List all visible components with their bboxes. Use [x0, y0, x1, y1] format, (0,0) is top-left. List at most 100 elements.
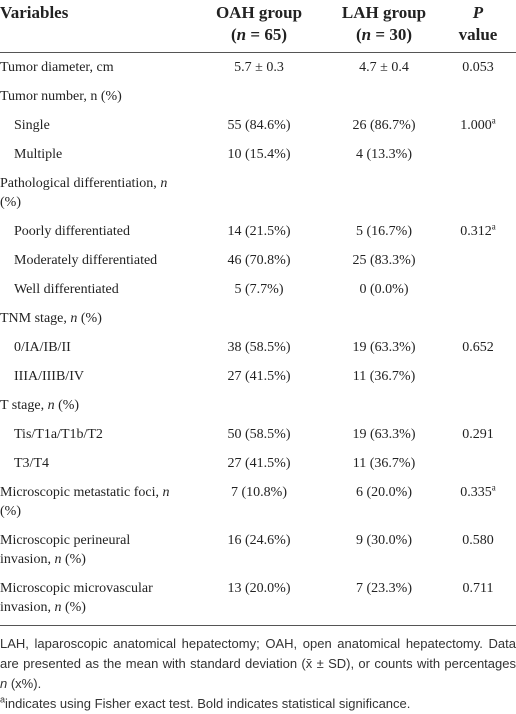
- table-cell: Single: [0, 111, 190, 140]
- text: 46 (70.8%): [227, 253, 291, 268]
- table-cell: [440, 140, 516, 169]
- table-cell: [328, 169, 440, 217]
- text: n: [0, 676, 8, 691]
- table-row: 0/IA/IB/II 38 (58.5%) 19 (63.3%) 0.652: [0, 333, 516, 362]
- table-cell: 19 (63.3%): [328, 420, 440, 449]
- table-cell: 4.7 ± 0.4: [328, 53, 440, 83]
- text: (: [231, 25, 237, 44]
- table-cell: 27 (41.5%): [190, 362, 328, 391]
- text: Moderately differentiated: [14, 253, 158, 268]
- table-cell: TNM stage, n (%): [0, 304, 190, 333]
- table-cell: [190, 82, 328, 111]
- table-cell: [440, 304, 516, 333]
- text: (%): [0, 195, 21, 210]
- text: OAH group: [215, 3, 303, 22]
- text: T stage,: [0, 398, 48, 413]
- text: a: [491, 115, 496, 126]
- table-cell: [440, 275, 516, 304]
- text: 0.312: [460, 224, 492, 239]
- table-header: Variables OAH group (n = 65) LAH group (n = …: [0, 0, 516, 53]
- text: 5 (7.7%): [234, 282, 284, 297]
- text: 4 (13.3%): [356, 147, 412, 162]
- text: Poorly differentiated: [14, 224, 130, 239]
- text: Single: [14, 118, 50, 133]
- table-body: Tumor diameter, cm 5.7 ± 0.3 4.7 ± 0.4 0.05…: [0, 53, 516, 626]
- table-cell: Well differentiated: [0, 275, 190, 304]
- table-cell: 0.291: [440, 420, 516, 449]
- table-cell: 5 (7.7%): [190, 275, 328, 304]
- text: 10 (15.4%): [227, 147, 291, 162]
- text: (%): [77, 311, 102, 326]
- table-row: TNM stage, n (%): [0, 304, 516, 333]
- text: 19 (63.3%): [352, 340, 416, 355]
- table-row: Microscopic metastatic foci, n (%) 7 (10.…: [0, 478, 516, 526]
- text: 14 (21.5%): [227, 224, 291, 239]
- text: 19 (63.3%): [352, 427, 416, 442]
- text: (%): [54, 398, 80, 413]
- text: n: [361, 25, 372, 44]
- text: (: [356, 25, 362, 44]
- text: Microscopic metastatic foci,: [0, 485, 163, 500]
- text: 0 (0.0%): [359, 282, 409, 297]
- table-row: T3/T4 27 (41.5%) 11 (36.7%): [0, 449, 516, 478]
- table-cell: [190, 304, 328, 333]
- header-cell: Variables: [0, 0, 190, 53]
- text: (%): [61, 600, 86, 615]
- text: a: [0, 694, 6, 705]
- text: 26 (86.7%): [352, 118, 416, 133]
- text: n: [162, 485, 170, 500]
- text: 0/IA/IB/II: [14, 340, 71, 355]
- text: 11 (36.7%): [352, 456, 416, 471]
- text: 5.7 ± 0.3: [234, 60, 284, 75]
- table-cell: 4 (13.3%): [328, 140, 440, 169]
- table-cell: IIIA/IIIB/IV: [0, 362, 190, 391]
- table-cell: [328, 391, 440, 420]
- table-cell: [190, 391, 328, 420]
- text: TNM stage,: [0, 311, 71, 326]
- table-cell: Multiple: [0, 140, 190, 169]
- table-cell: 26 (86.7%): [328, 111, 440, 140]
- table-cell: Microscopic microvascular invasion, n (%…: [0, 574, 190, 626]
- text: n: [54, 552, 62, 567]
- table-cell: 27 (41.5%): [190, 449, 328, 478]
- text: Pathological differentiation,: [0, 176, 161, 191]
- table-cell: 0/IA/IB/II: [0, 333, 190, 362]
- table-cell: 11 (36.7%): [328, 362, 440, 391]
- table-row: Tumor diameter, cm 5.7 ± 0.3 4.7 ± 0.4 0.05…: [0, 53, 516, 83]
- table-cell: [440, 449, 516, 478]
- table-row: Multiple 10 (15.4%) 4 (13.3%): [0, 140, 516, 169]
- table-cell: 14 (21.5%): [190, 217, 328, 246]
- table-cell: 9 (30.0%): [328, 526, 440, 574]
- table-row: Pathological differentiation, n (%): [0, 169, 516, 217]
- text: = 65): [246, 25, 287, 44]
- data-table: Variables OAH group (n = 65) LAH group (n = …: [0, 0, 516, 626]
- text: 0.291: [462, 427, 494, 442]
- text: 0.652: [462, 340, 494, 355]
- text: 25 (83.3%): [352, 253, 416, 268]
- table-cell: 38 (58.5%): [190, 333, 328, 362]
- table-cell: [440, 169, 516, 217]
- table-row: Microscopic perineural invasion, n (%) 16…: [0, 526, 516, 574]
- text: n: [70, 311, 78, 326]
- text: n: [47, 398, 55, 413]
- table-row: Moderately differentiated 46 (70.8%) 25 (8…: [0, 246, 516, 275]
- text: 9 (30.0%): [356, 533, 412, 548]
- header-cell: LAH group (n = 30): [328, 0, 440, 53]
- text: a: [491, 482, 496, 493]
- text: value: [458, 25, 498, 44]
- text: (%): [61, 552, 86, 567]
- table-row: Poorly differentiated 14 (21.5%) 5 (16.7%)…: [0, 217, 516, 246]
- table-cell: Poorly differentiated: [0, 217, 190, 246]
- text: (x%).: [7, 676, 42, 691]
- text: (%): [0, 504, 21, 519]
- table-row: Tis/T1a/T1b/T2 50 (58.5%) 19 (63.3%) 0.291: [0, 420, 516, 449]
- table-cell: Tis/T1a/T1b/T2: [0, 420, 190, 449]
- text: LAH, laparoscopic anatomical hepatectomy…: [0, 636, 516, 671]
- text: n: [236, 25, 247, 44]
- table-cell: [440, 82, 516, 111]
- text: 27 (41.5%): [227, 456, 291, 471]
- table-cell: 6 (20.0%): [328, 478, 440, 526]
- text: 6 (20.0%): [356, 485, 412, 500]
